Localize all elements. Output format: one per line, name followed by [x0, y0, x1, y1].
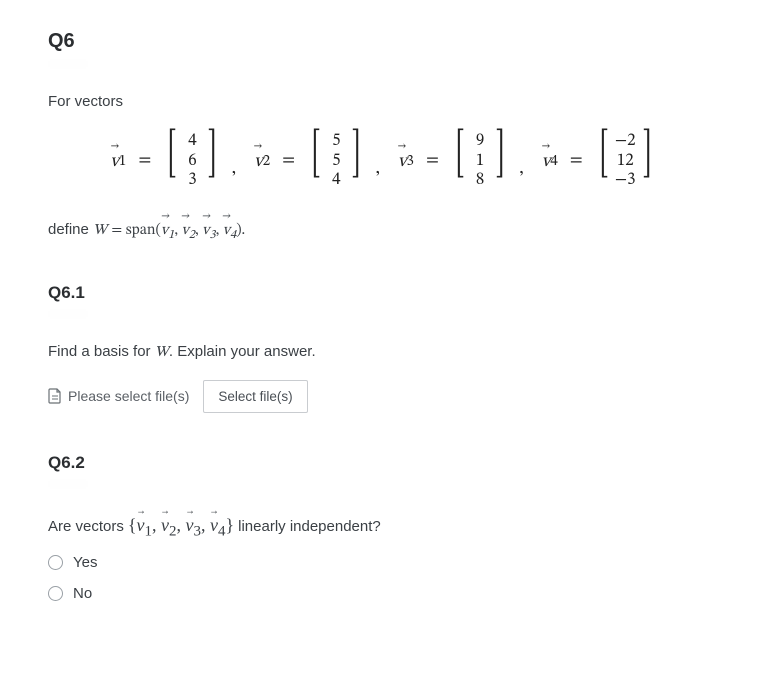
v2-e0: 5 — [327, 132, 345, 152]
radio-yes[interactable]: Yes — [48, 554, 718, 571]
v1-e2: 3 — [183, 171, 201, 191]
radio-no-label: No — [73, 585, 92, 602]
v1-e1: 6 — [183, 152, 201, 172]
q62-prompt: Are vectors {v1, v2, v3, v4} linearly in… — [48, 513, 718, 541]
define-prefix: define — [48, 221, 93, 238]
file-placeholder-group: Please select file(s) — [48, 388, 189, 404]
q61-prompt-prefix: Find a basis for — [48, 343, 155, 360]
file-upload-row: Please select file(s) Select file(s) — [48, 380, 718, 413]
v2-e2: 4 — [327, 171, 345, 191]
span-v4: v4 — [223, 223, 236, 238]
q6-underline — [48, 59, 88, 69]
v3-e0: 9 — [471, 132, 489, 152]
v4-matrix: [ −2 12 −3 ] — [595, 128, 656, 195]
span-v2: v2 — [182, 223, 195, 238]
v2-matrix: [ 5 5 4 ] — [307, 128, 365, 195]
v3-e1: 1 — [471, 152, 489, 172]
radio-circle-icon — [48, 555, 63, 570]
v3-matrix: [ 9 1 8 ] — [451, 128, 509, 195]
equals-sign: = — [138, 150, 151, 173]
v1-matrix: [ 4 6 3 ] — [163, 128, 221, 195]
span-open: = span( — [111, 223, 161, 238]
equals-sign: = — [570, 150, 583, 173]
q61-prompt-suffix: . Explain your answer. — [169, 343, 316, 360]
v3-label: v3 — [398, 149, 414, 174]
v2-label: v2 — [254, 149, 270, 174]
v1-e0: 4 — [183, 132, 201, 152]
q6-intro: For vectors — [48, 93, 718, 110]
q6-title: Q6 — [48, 30, 718, 53]
W-symbol: W — [93, 223, 107, 238]
q62-prompt-prefix: Are vectors — [48, 518, 124, 535]
radio-no[interactable]: No — [48, 585, 718, 602]
q61-title: Q6.1 — [48, 283, 718, 303]
q62-section: Q6.2 Are vectors {v1, v2, v3, v4} linear… — [48, 453, 718, 603]
v4-e0: −2 — [615, 132, 636, 152]
radio-yes-label: Yes — [73, 554, 97, 571]
span-v3: v3 — [202, 223, 215, 238]
v4-e2: −3 — [615, 171, 636, 191]
q61-prompt: Find a basis for W. Explain your answer. — [48, 343, 718, 362]
q61-underline — [48, 309, 88, 319]
v3-e2: 8 — [471, 171, 489, 191]
span-v1: v1 — [161, 223, 174, 238]
v2-e1: 5 — [327, 152, 345, 172]
q6-section: Q6 For vectors v1 = [ 4 6 3 ] , v2 — [48, 30, 718, 243]
v4-e1: 12 — [615, 152, 636, 172]
q62-underline — [48, 479, 88, 489]
q62-title: Q6.2 — [48, 453, 718, 473]
v4-label: v4 — [542, 149, 558, 174]
select-files-button[interactable]: Select file(s) — [203, 380, 307, 413]
q62-vector-set: {v1, v2, v3, v4} — [128, 513, 234, 541]
q6-vectors-equation: v1 = [ 4 6 3 ] , v2 = [ 5 — [48, 128, 718, 195]
comma: , — [519, 158, 523, 195]
span-close: ). — [236, 223, 245, 238]
q62-prompt-suffix: linearly independent? — [238, 518, 381, 535]
equals-sign: = — [282, 150, 295, 173]
radio-circle-icon — [48, 586, 63, 601]
file-placeholder-text: Please select file(s) — [68, 388, 189, 404]
comma: , — [375, 158, 379, 195]
file-icon — [48, 388, 62, 404]
q61-W: W — [155, 345, 169, 360]
comma: , — [232, 158, 236, 195]
v1-label: v1 — [110, 149, 126, 174]
q61-section: Q6.1 Find a basis for W. Explain your an… — [48, 283, 718, 413]
q6-define-line: define W = span(v1, v2, v3, v4). — [48, 219, 718, 243]
equals-sign: = — [426, 150, 439, 173]
